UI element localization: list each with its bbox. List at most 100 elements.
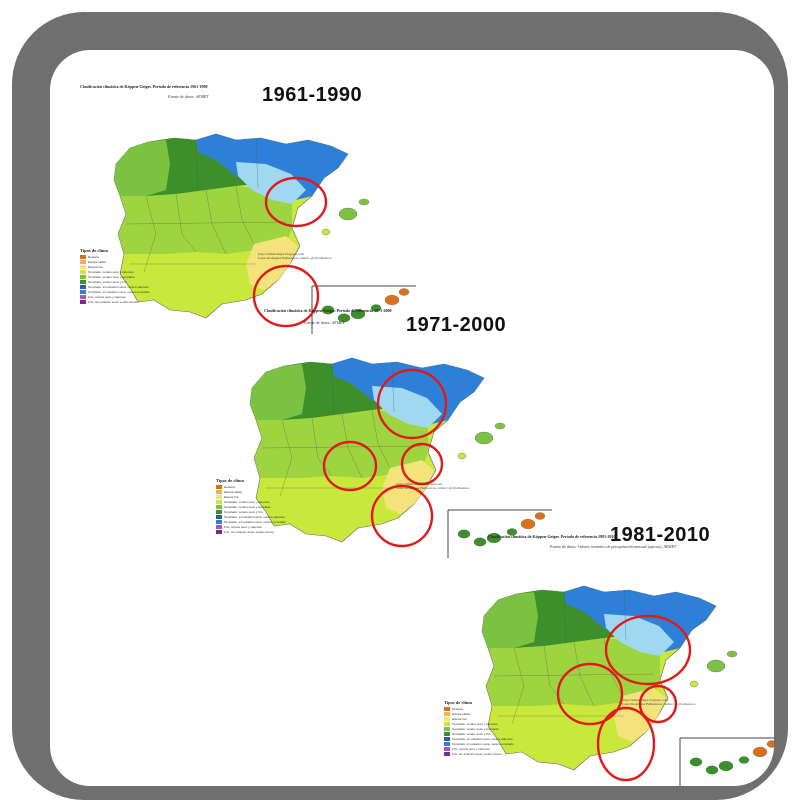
canary-island bbox=[534, 512, 546, 520]
legend-label: Templado, sin estación seca, verano temp… bbox=[452, 741, 514, 746]
canary-island bbox=[752, 746, 768, 758]
province-border bbox=[195, 139, 199, 193]
legend-label: Templado, verano seco y frío bbox=[224, 509, 263, 514]
canary-island bbox=[520, 518, 536, 530]
legend-label: Desierto bbox=[452, 706, 464, 711]
legend-swatch bbox=[444, 721, 450, 726]
map-panel-1971-2000: Clasificación climática de Köppen-Geiger… bbox=[208, 308, 578, 572]
legend-item: Templado, verano seco y templado bbox=[80, 274, 166, 279]
ibiza-island bbox=[689, 680, 699, 688]
map-credit: http://climatomaps.blogspot.com Cesar Ro… bbox=[396, 482, 470, 490]
data-source: Fuente de datos: AEMET bbox=[168, 94, 209, 99]
province-border bbox=[511, 647, 525, 725]
legend-label: Templado, sin estación seca, verano calu… bbox=[452, 736, 513, 741]
legend-swatch bbox=[216, 514, 222, 519]
legend-swatch bbox=[80, 284, 86, 289]
legend-item: Templado, sin estación seca, verano calu… bbox=[216, 514, 302, 519]
map-title: Clasificación climática de Köppen-Geiger… bbox=[80, 84, 208, 89]
legend-label: Estepa fría bbox=[224, 494, 239, 499]
legend-item: Desierto bbox=[80, 254, 166, 259]
legend-label: Estepa cálida bbox=[452, 711, 471, 716]
legend-swatch bbox=[216, 509, 222, 514]
province-border bbox=[563, 591, 567, 645]
legend-item: Frío, sin estación seca, verano fresco bbox=[80, 299, 166, 304]
legend-swatch bbox=[80, 269, 86, 274]
map-title: Clasificación climática de Köppen-Geiger… bbox=[488, 534, 616, 539]
legend-swatch bbox=[444, 726, 450, 731]
climate-legend: Tipos de clima Desierto Estepa cálida Estep… bbox=[216, 478, 302, 534]
map-credit: http://climatomaps.blogspot.com Cesar Ro… bbox=[258, 252, 332, 260]
legend-item: Desierto bbox=[216, 484, 302, 489]
map-credit: http://climatomaps.blogspot.com Cesar Ro… bbox=[622, 698, 696, 706]
legend-swatch bbox=[444, 716, 450, 721]
province-border bbox=[143, 195, 157, 273]
legend-item: Estepa fría bbox=[216, 494, 302, 499]
mallorca-island bbox=[338, 207, 358, 221]
legend-item: Templado, verano seco y templado bbox=[444, 726, 530, 731]
credit-url: http://climatomaps.blogspot.com bbox=[258, 252, 305, 256]
legend-label: Estepa fría bbox=[88, 264, 103, 269]
climate-legend: Tipos de clima Desierto Estepa cálida Estep… bbox=[444, 700, 530, 756]
canary-island bbox=[689, 757, 703, 767]
credit-url: http://climatomaps.blogspot.com bbox=[622, 698, 669, 702]
map-canvas: Clasificación climática de Köppen-Geiger… bbox=[50, 50, 774, 786]
ebro-valley-region bbox=[372, 386, 442, 428]
legend-swatch bbox=[216, 494, 222, 499]
province-border bbox=[255, 137, 259, 189]
period-label: 1971-2000 bbox=[406, 314, 507, 336]
canary-island bbox=[337, 313, 351, 323]
highlight-circle bbox=[638, 684, 678, 724]
legend-swatch bbox=[80, 274, 86, 279]
legend-label: Frío, sin estación seca, verano fresco bbox=[88, 299, 138, 304]
province-border bbox=[279, 419, 293, 497]
highlight-circle bbox=[556, 662, 624, 726]
legend-label: Templado, verano seco y templado bbox=[224, 504, 271, 509]
legend-item: Templado, verano seco y frío bbox=[80, 279, 166, 284]
legend-item: Estepa cálida bbox=[444, 711, 530, 716]
legend-item: Frío, verano seco y caluroso bbox=[444, 746, 530, 751]
canary-island bbox=[486, 532, 502, 544]
legend-swatch bbox=[216, 524, 222, 529]
legend-label: Templado, verano seco y caluroso bbox=[224, 499, 270, 504]
province-border bbox=[331, 363, 335, 417]
outer-frame: Clasificación climática de Köppen-Geiger… bbox=[12, 12, 788, 800]
legend-label: Desierto bbox=[88, 254, 100, 259]
map-group bbox=[113, 133, 416, 334]
credit-author: Cesar Rodriguez Ballesteros, twitter: @c… bbox=[622, 702, 696, 706]
legend-item: Templado, sin estación seca, verano temp… bbox=[80, 289, 166, 294]
galicia-region bbox=[482, 592, 538, 648]
legend-title: Tipos de clima bbox=[80, 248, 108, 253]
data-source: Fuente de datos: AEMET bbox=[304, 320, 345, 325]
canary-island bbox=[738, 756, 750, 764]
legend-label: Estepa cálida bbox=[224, 489, 243, 494]
mallorca-island bbox=[706, 659, 726, 673]
legend-swatch bbox=[444, 741, 450, 746]
legend-label: Templado, sin estación seca, verano temp… bbox=[224, 519, 286, 524]
legend-label: Frío, verano seco y caluroso bbox=[88, 294, 126, 299]
legend-item: Desierto bbox=[444, 706, 530, 711]
galicia-region bbox=[250, 364, 306, 420]
ebro-valley-region bbox=[236, 162, 306, 204]
province-border bbox=[235, 185, 255, 245]
legend-swatch bbox=[444, 736, 450, 741]
legend-item: Frío, sin estación seca, verano fresco bbox=[444, 751, 530, 756]
legend-swatch bbox=[444, 746, 450, 751]
credit-url: http://climatomaps.blogspot.com bbox=[396, 482, 443, 486]
legend-swatch bbox=[80, 294, 86, 299]
province-border bbox=[493, 673, 655, 677]
ibiza-island bbox=[457, 452, 467, 460]
map-group bbox=[249, 357, 552, 558]
spain-climate-map bbox=[113, 133, 416, 334]
legend-swatch bbox=[216, 484, 222, 489]
legend-item: Templado, verano seco y frío bbox=[444, 731, 530, 736]
legend-label: Templado, sin estación seca, verano calu… bbox=[224, 514, 285, 519]
ibiza-island bbox=[321, 228, 331, 236]
province-border bbox=[205, 189, 227, 255]
period-label: 1981-2010 bbox=[610, 524, 711, 546]
legend-swatch bbox=[444, 751, 450, 756]
central-plateau-region bbox=[118, 186, 292, 254]
legend-label: Estepa cálida bbox=[88, 259, 107, 264]
province-border bbox=[311, 417, 333, 477]
canary-island bbox=[384, 294, 400, 306]
legend-item: Templado, verano seco y caluroso bbox=[80, 269, 166, 274]
